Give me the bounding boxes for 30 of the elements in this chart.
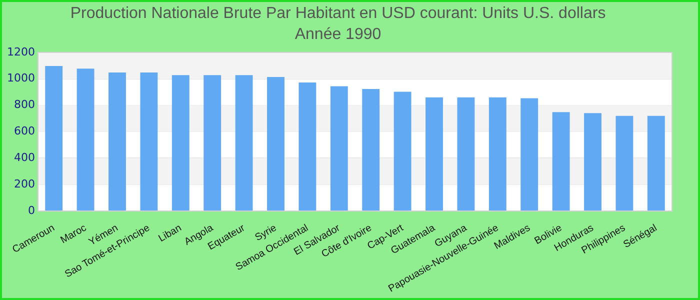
chart-subtitle: Année 1990 (294, 26, 382, 44)
bar (298, 82, 316, 211)
bar (235, 75, 253, 211)
bar (108, 72, 126, 211)
bar (204, 75, 222, 211)
bar (45, 66, 63, 211)
y-tick-label: 1000 (6, 72, 35, 85)
y-tick-label: 600 (14, 124, 35, 138)
bar (426, 97, 443, 211)
bar (647, 116, 665, 211)
bar (76, 68, 94, 211)
bar (520, 98, 538, 211)
chart-title: Production Nationale Brute Par Habitant en USD courant: Units U.S. dollars (70, 5, 606, 22)
bar (552, 112, 570, 211)
bar (362, 89, 380, 211)
bar (394, 92, 412, 211)
y-tick-label: 1200 (6, 45, 35, 58)
bar (584, 113, 602, 211)
bar (330, 86, 348, 211)
y-tick-label: 200 (14, 177, 35, 190)
bar (488, 97, 506, 211)
bar (457, 97, 475, 211)
bar (616, 116, 634, 211)
y-tick-label: 0 (28, 204, 35, 217)
bar (172, 75, 190, 211)
x-tick-label: Liban (156, 222, 184, 244)
bar (140, 72, 158, 211)
bar (267, 76, 284, 211)
y-tick-label: 800 (14, 98, 35, 112)
y-tick-label: 400 (14, 151, 35, 164)
